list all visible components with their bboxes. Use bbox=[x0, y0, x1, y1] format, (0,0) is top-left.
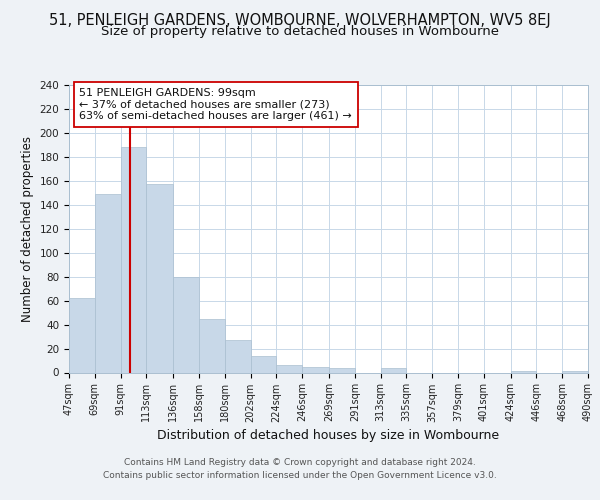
X-axis label: Distribution of detached houses by size in Wombourne: Distribution of detached houses by size … bbox=[157, 428, 500, 442]
Bar bbox=[199, 318, 225, 372]
Bar bbox=[95, 194, 121, 372]
Bar bbox=[146, 184, 173, 372]
Text: 51 PENLEIGH GARDENS: 99sqm
← 37% of detached houses are smaller (273)
63% of sem: 51 PENLEIGH GARDENS: 99sqm ← 37% of deta… bbox=[79, 88, 352, 121]
Text: Contains public sector information licensed under the Open Government Licence v3: Contains public sector information licen… bbox=[103, 472, 497, 480]
Bar bbox=[69, 298, 95, 372]
Bar bbox=[121, 148, 146, 372]
Bar bbox=[251, 356, 277, 372]
Bar bbox=[329, 368, 355, 372]
Bar bbox=[225, 340, 251, 372]
Bar bbox=[173, 276, 199, 372]
Bar bbox=[380, 368, 406, 372]
Text: Contains HM Land Registry data © Crown copyright and database right 2024.: Contains HM Land Registry data © Crown c… bbox=[124, 458, 476, 467]
Bar bbox=[277, 366, 302, 372]
Bar bbox=[302, 366, 329, 372]
Text: 51, PENLEIGH GARDENS, WOMBOURNE, WOLVERHAMPTON, WV5 8EJ: 51, PENLEIGH GARDENS, WOMBOURNE, WOLVERH… bbox=[49, 12, 551, 28]
Text: Size of property relative to detached houses in Wombourne: Size of property relative to detached ho… bbox=[101, 25, 499, 38]
Y-axis label: Number of detached properties: Number of detached properties bbox=[21, 136, 34, 322]
